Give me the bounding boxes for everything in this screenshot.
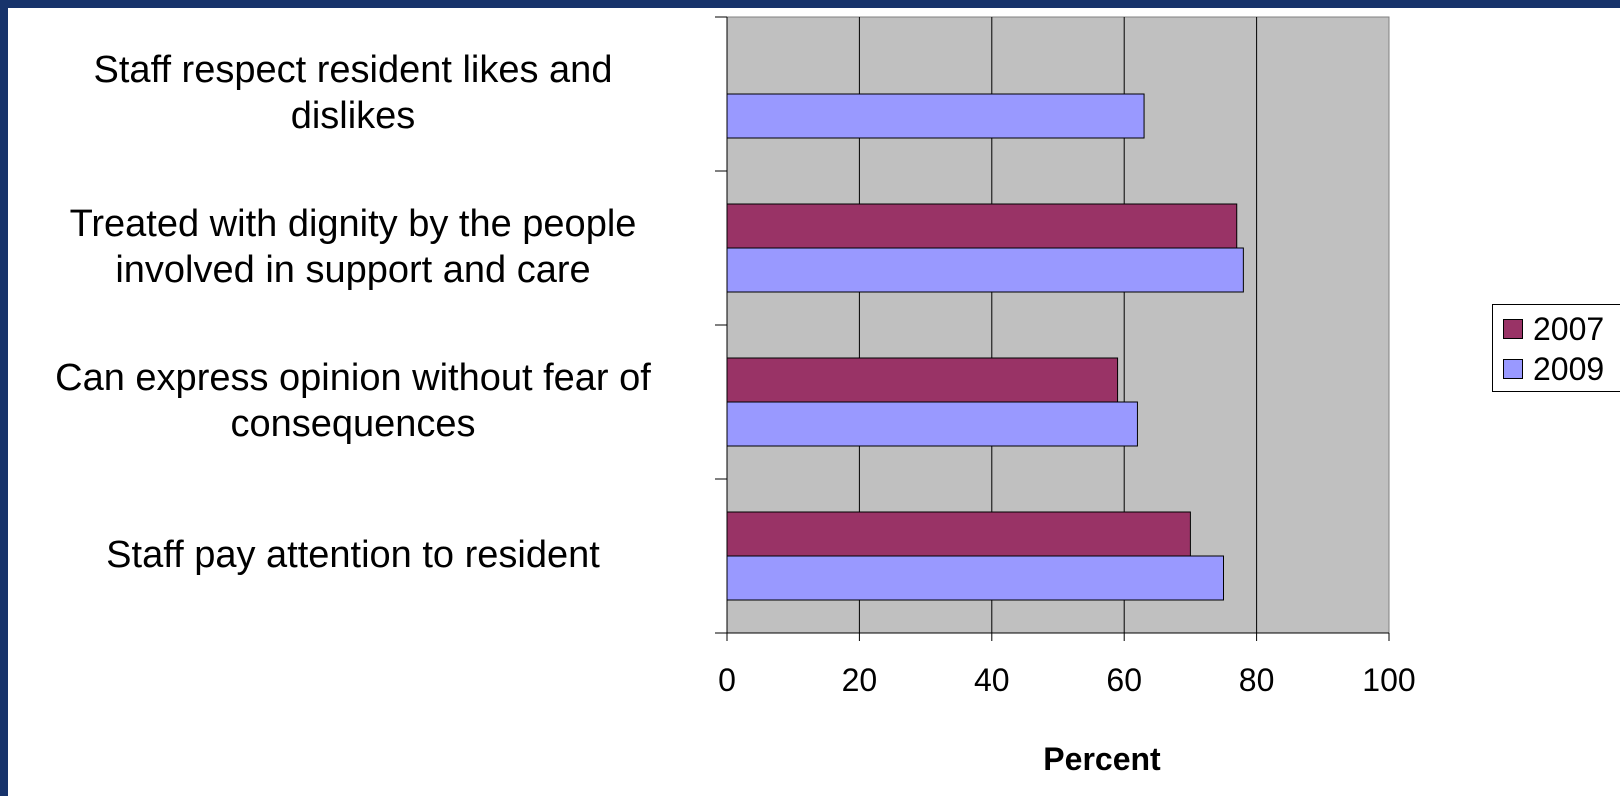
legend-swatch [1503, 319, 1523, 339]
legend-label: 2009 [1533, 351, 1605, 387]
category-label: Can express opinion without fear of conse… [8, 355, 698, 447]
category-label: Treated with dignity by the people involv… [8, 201, 698, 293]
category-label-line: Can express opinion without fear of [55, 357, 651, 399]
category-label-line: Treated with dignity by the people [69, 203, 637, 245]
bar-2007-2 [726, 203, 1238, 249]
legend: 2007 2009 [1492, 304, 1620, 392]
legend-swatch [1503, 359, 1523, 379]
x-tick-label: 60 [1106, 662, 1142, 698]
category-label: Staff pay attention to resident [8, 532, 698, 578]
legend-item-2007: 2007 [1503, 311, 1620, 347]
x-tick-label: 0 [718, 662, 736, 698]
category-label-line: consequences [230, 403, 476, 445]
category-label-line: Staff respect resident likes and [93, 49, 613, 91]
bar-2007-3 [726, 357, 1119, 403]
legend-item-2009: 2009 [1503, 351, 1620, 387]
bar-2009-4 [726, 555, 1224, 601]
x-tick-label: 40 [974, 662, 1010, 698]
bar-2009-1 [726, 93, 1145, 139]
category-label-line: dislikes [290, 95, 416, 137]
x-tick-label: 100 [1362, 662, 1416, 698]
legend-label: 2007 [1533, 311, 1605, 347]
category-label: Staff respect resident likes and dislikes [8, 47, 698, 139]
x-axis-title: Percent [1043, 741, 1161, 777]
x-tick-label: 80 [1238, 662, 1275, 698]
bar-chart [715, 16, 1390, 641]
bar-2009-2 [726, 247, 1244, 293]
chart-frame: Staff respect resident likes and dislikes… [8, 8, 1620, 796]
bar-2007-4 [726, 511, 1191, 557]
category-label-line: involved in support and care [115, 249, 591, 291]
bar-2009-3 [726, 401, 1138, 447]
category-label-line: Staff pay attention to resident [106, 534, 600, 576]
x-tick-label: 20 [841, 662, 878, 698]
